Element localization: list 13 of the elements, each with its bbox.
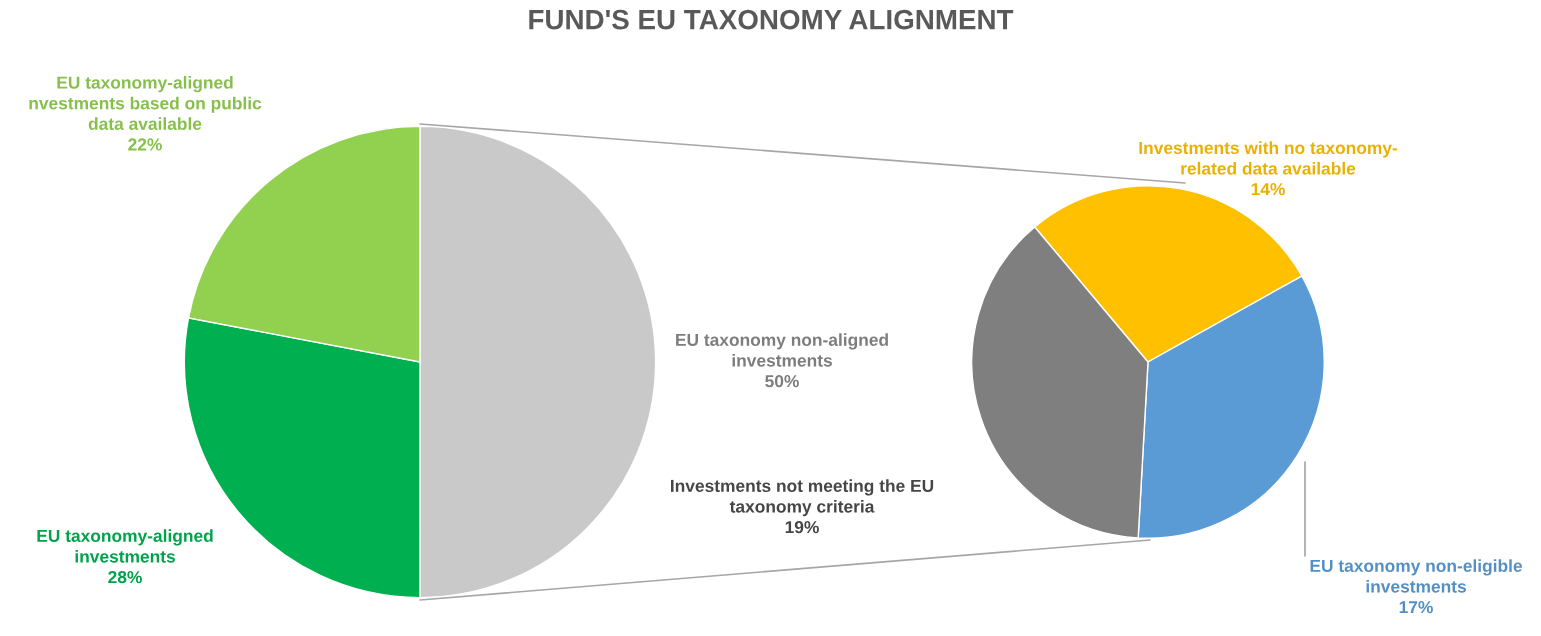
slice-label: EU taxonomy-aligned nvestments based on public data available — [29, 75, 262, 130]
slice-label: Investments not meeting the EU taxonomy criteria — [671, 479, 934, 517]
data-label: 19% — [785, 520, 819, 534]
slice-label: Investments with no taxonomy- related data available — [1139, 141, 1398, 175]
slice-label: EU taxonomy non-eligible investments — [1310, 559, 1522, 593]
data-label: 14% — [1251, 183, 1285, 196]
data-label: 50% — [765, 374, 799, 388]
data-label: 28% — [108, 570, 142, 584]
chart-title: FUND'S EU TAXONOMY ALIGNMENT — [529, 9, 1014, 30]
data-label: 17% — [1399, 601, 1433, 614]
data-label: 22% — [128, 138, 162, 151]
slice-label: EU taxonomy-aligned investments — [37, 529, 213, 563]
slice-label: EU taxonomy non-aligned investments — [676, 333, 888, 367]
